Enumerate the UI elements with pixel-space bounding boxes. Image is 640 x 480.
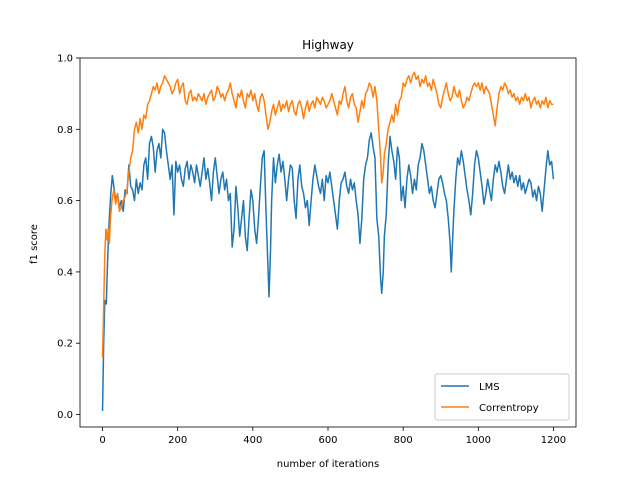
y-tick-label: 0.4 [57, 267, 73, 278]
y-tick-label: 0.6 [57, 196, 73, 207]
x-tick-label: 400 [243, 435, 262, 446]
y-tick-label: 1.0 [57, 54, 73, 65]
x-tick-label: 1000 [466, 435, 491, 446]
series-line-lms [101, 128, 555, 411]
y-tick-label: 0.0 [57, 410, 73, 421]
y-tick-label: 0.2 [57, 339, 73, 350]
x-tick-label: 0 [99, 435, 105, 446]
x-axis-label: number of iterations [277, 459, 379, 470]
legend: LMS Correntropy [434, 373, 570, 421]
x-tick-label: 800 [394, 435, 413, 446]
x-tick-label: 200 [168, 435, 187, 446]
legend-label-correntropy: Correntropy [479, 403, 539, 414]
y-axis-ticks: 0.0 0.2 0.4 0.6 0.8 1.0 [57, 54, 80, 421]
chart-title: Highway [302, 38, 354, 52]
series-line-correntropy [101, 71, 554, 358]
y-tick-label: 0.8 [57, 125, 73, 136]
x-tick-label: 1200 [541, 435, 566, 446]
x-tick-label: 600 [318, 435, 337, 446]
y-axis-label: f1 score [29, 224, 40, 264]
legend-label-lms: LMS [479, 382, 500, 393]
x-axis-ticks: 0 200 400 600 800 1000 1200 [99, 427, 566, 446]
